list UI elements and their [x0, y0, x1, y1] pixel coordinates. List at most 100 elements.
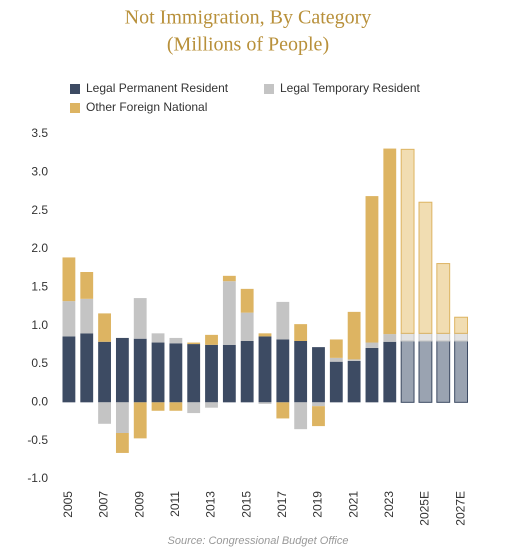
bar-segment — [115, 337, 129, 403]
bar-segment — [133, 298, 147, 339]
bar-segment — [151, 402, 165, 411]
x-tick-label: 2017 — [275, 491, 289, 518]
bar-segment — [347, 359, 361, 361]
x-tick-label: 2009 — [132, 491, 146, 518]
bar-segment — [62, 301, 76, 337]
bar-segment — [240, 341, 254, 403]
bar-segment — [383, 148, 397, 335]
bar-segment — [62, 257, 76, 302]
bar-segment — [400, 340, 415, 403]
bar-segment — [365, 342, 379, 348]
bar-segment — [187, 342, 201, 345]
bar-segment — [98, 341, 111, 403]
y-tick-label: 3.0 — [31, 165, 48, 179]
bar-segment — [329, 357, 343, 362]
y-tick-label: 2.0 — [31, 241, 48, 255]
bar-segment — [418, 340, 433, 403]
bar-segment — [151, 333, 165, 343]
bar-segment — [222, 344, 236, 403]
y-tick-label: 2.5 — [31, 203, 48, 217]
y-tick-label: 0.5 — [31, 356, 48, 370]
legend-label: Legal Permanent Resident — [86, 81, 229, 95]
bar-segment — [347, 360, 361, 403]
bar-segment — [80, 298, 94, 334]
bar-segment — [400, 332, 415, 342]
bar-segment — [276, 339, 290, 403]
bar-segment — [436, 332, 451, 342]
bar-segment — [436, 263, 451, 334]
bar-segment — [365, 196, 379, 343]
x-tick-label: 2005 — [61, 491, 75, 518]
bar-segment — [312, 402, 325, 407]
bar-segment — [400, 148, 415, 334]
bar-segment — [312, 347, 325, 403]
bar-segment — [258, 402, 272, 404]
bar-segment — [169, 343, 183, 403]
legend-swatch — [264, 84, 274, 94]
legend-swatch — [70, 84, 80, 94]
bar-segment — [312, 406, 325, 427]
bar-segment — [62, 336, 76, 403]
bar-segment — [276, 301, 290, 340]
bar-segment — [80, 272, 94, 299]
x-tick-label: 2013 — [204, 491, 218, 518]
x-tick-label: 2027E — [453, 491, 467, 526]
bar-segment — [329, 361, 343, 403]
y-tick-label: 0.0 — [31, 395, 48, 409]
chart-title: Not Immigration, By Category — [125, 7, 372, 29]
bar-segment — [418, 201, 433, 334]
y-tick-label: -1.0 — [27, 471, 48, 485]
bar-segment — [151, 342, 165, 403]
bar-segment — [222, 281, 236, 345]
x-tick-label: 2019 — [311, 491, 325, 518]
bar-segment — [133, 402, 147, 439]
x-tick-label: 2023 — [382, 491, 396, 518]
bar-segment — [222, 275, 236, 282]
y-tick-label: -0.5 — [27, 433, 48, 447]
bar-segment — [187, 402, 201, 414]
bar-segment — [436, 340, 451, 403]
bar-segment — [347, 311, 361, 360]
bar-segment — [133, 338, 147, 403]
bar-segment — [187, 344, 201, 403]
legend-swatch — [70, 103, 80, 113]
bar-segment — [98, 402, 111, 424]
bar-segment — [454, 332, 469, 342]
bar-segment — [294, 341, 308, 403]
x-tick-label: 2011 — [168, 491, 182, 517]
x-tick-label: 2025E — [418, 491, 432, 526]
legend-label: Legal Temporary Resident — [280, 81, 421, 95]
bar-segment — [454, 316, 469, 334]
bar-segment — [276, 402, 290, 419]
bar-segment — [454, 340, 469, 403]
bar-segment — [258, 333, 272, 337]
source: Source: Congressional Budget Office — [168, 535, 349, 547]
bar-segment — [205, 344, 218, 403]
bar-segment — [258, 336, 272, 403]
bar-segment — [98, 313, 111, 342]
bar-segment — [383, 334, 397, 342]
bar-segment — [294, 324, 308, 341]
bar-segment — [205, 334, 218, 345]
bar-segment — [418, 332, 433, 342]
bar-segment — [329, 339, 343, 358]
bar-segment — [115, 433, 129, 453]
y-tick-label: 1.5 — [31, 280, 48, 294]
bar-segment — [205, 402, 218, 408]
bar-segment — [294, 402, 308, 430]
bar-segment — [80, 333, 94, 403]
chart-subtitle: (Millions of People) — [167, 34, 329, 56]
x-tick-label: 2021 — [346, 491, 360, 518]
bar-segment — [240, 312, 254, 341]
y-tick-label: 3.5 — [31, 126, 48, 140]
bar-segment — [169, 337, 183, 344]
bar-segment — [240, 288, 254, 313]
y-tick-label: 1.0 — [31, 318, 48, 332]
x-tick-label: 2015 — [239, 491, 253, 518]
bar-segment — [169, 402, 183, 411]
bar-segment — [365, 347, 379, 403]
bar-segment — [115, 402, 129, 433]
legend-label: Other Foreign National — [86, 100, 207, 114]
bar-segment — [383, 341, 397, 403]
